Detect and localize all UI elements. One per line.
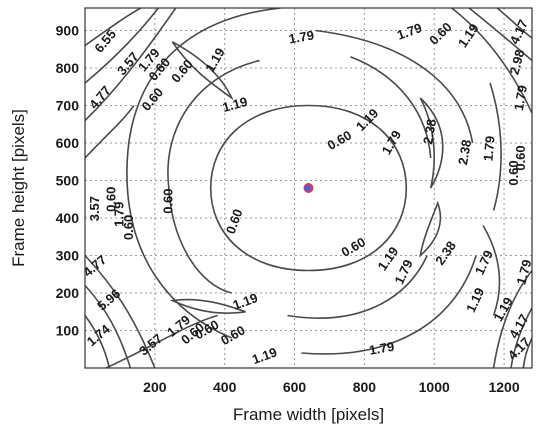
contour-label: 0.60 <box>218 322 247 348</box>
contour-label: 1.19 <box>455 21 482 50</box>
contour-label: 0.60 <box>168 57 196 86</box>
contour-line <box>468 8 532 62</box>
y-tick-label: 400 <box>56 210 80 226</box>
contour-label: 4.77 <box>86 83 114 112</box>
contour-line <box>496 8 532 39</box>
contour-label: 1.79 <box>480 135 497 162</box>
contour-line <box>482 225 501 316</box>
y-tick-labels: 100 200 300 400 500 600 700 800 900 <box>56 23 80 339</box>
contour-line <box>85 8 142 47</box>
contour-label: 2.38 <box>432 238 459 267</box>
contour-line <box>510 307 532 368</box>
contour-label: 1.79 <box>395 20 424 43</box>
x-tick-label: 200 <box>143 379 167 395</box>
contour-label: 0.60 <box>339 234 368 260</box>
contour-line <box>167 59 260 294</box>
contour-label: 1.74 <box>84 321 114 349</box>
contour-line <box>451 8 532 114</box>
contour-label: 0.60 <box>121 215 136 240</box>
x-tick-label: 800 <box>353 379 377 395</box>
contour-label: 4.17 <box>507 17 531 46</box>
contour-label: 1.19 <box>250 344 279 367</box>
contour-label: 4.17 <box>505 334 534 363</box>
grid <box>85 8 532 368</box>
y-tick-label: 700 <box>56 98 80 114</box>
contour-line <box>171 41 234 101</box>
contour-label: 0.60 <box>513 145 528 170</box>
contour-label: 0.60 <box>426 19 455 48</box>
contour-label: 1.19 <box>221 94 249 115</box>
contour-label: 2.38 <box>455 138 474 166</box>
contour-line <box>522 337 532 368</box>
y-tick-label: 200 <box>56 285 80 301</box>
contour-label: 1.79 <box>368 339 396 358</box>
x-tick-labels: 200 400 600 800 1000 1200 <box>143 379 520 395</box>
contour-label: 0.60 <box>325 127 354 153</box>
contour-label: 0.60 <box>506 160 521 185</box>
contour-line <box>105 314 218 368</box>
contour-label: 0.60 <box>223 207 246 236</box>
contour-label: 1.79 <box>288 27 316 46</box>
contour-line <box>85 315 111 368</box>
contour-line <box>85 8 159 84</box>
y-axis-label: Frame height [pixels] <box>9 109 28 267</box>
contour-label: 1.79 <box>511 84 530 112</box>
x-axis-label: Frame width [pixels] <box>233 405 384 424</box>
contour-label: 3.57 <box>87 196 102 221</box>
contour-line <box>350 56 432 159</box>
x-tick-label: 1000 <box>419 379 450 395</box>
contour-lines <box>85 8 532 368</box>
contour-label: 2.38 <box>420 118 439 146</box>
contour-label: 5.96 <box>94 286 123 314</box>
contour-line <box>209 104 408 272</box>
contour-label: 0.60 <box>160 188 175 213</box>
center-marker <box>303 183 314 193</box>
contour-line <box>419 97 444 189</box>
contour-label: 1.79 <box>391 257 415 286</box>
plot-frame <box>84 7 533 369</box>
contour-line <box>301 255 477 355</box>
y-tick-label: 800 <box>56 60 80 76</box>
contour-label: 1.19 <box>463 285 487 314</box>
contour-label: 1.79 <box>472 248 496 277</box>
x-tick-label: 400 <box>213 379 237 395</box>
y-tick-label: 300 <box>56 248 80 264</box>
contour-label: 0.60 <box>104 187 119 212</box>
y-tick-label: 600 <box>56 135 80 151</box>
x-tick-label: 1200 <box>488 379 519 395</box>
y-tick-label: 900 <box>56 23 80 39</box>
contour-label: 1.79 <box>111 202 126 227</box>
contour-line <box>419 200 442 258</box>
contour-label: 1.19 <box>353 105 382 134</box>
contour-label: 2.98 <box>506 48 527 76</box>
contour-label: 1.19 <box>490 295 516 324</box>
x-tick-label: 600 <box>283 379 307 395</box>
contour-line <box>169 298 246 314</box>
y-tick-label: 500 <box>56 173 80 189</box>
contour-line <box>492 270 532 368</box>
y-tick-label: 100 <box>56 323 80 339</box>
contour-line <box>489 82 502 211</box>
contour-label: 1.79 <box>513 258 534 286</box>
contour-label: 1.19 <box>202 45 228 74</box>
contour-line <box>85 8 177 122</box>
center-point-core <box>304 185 310 191</box>
contour-line <box>85 254 156 368</box>
contour-label: 0.60 <box>138 85 166 114</box>
contour-line <box>85 105 135 159</box>
contour-line <box>287 255 428 319</box>
contour-line <box>315 29 474 144</box>
